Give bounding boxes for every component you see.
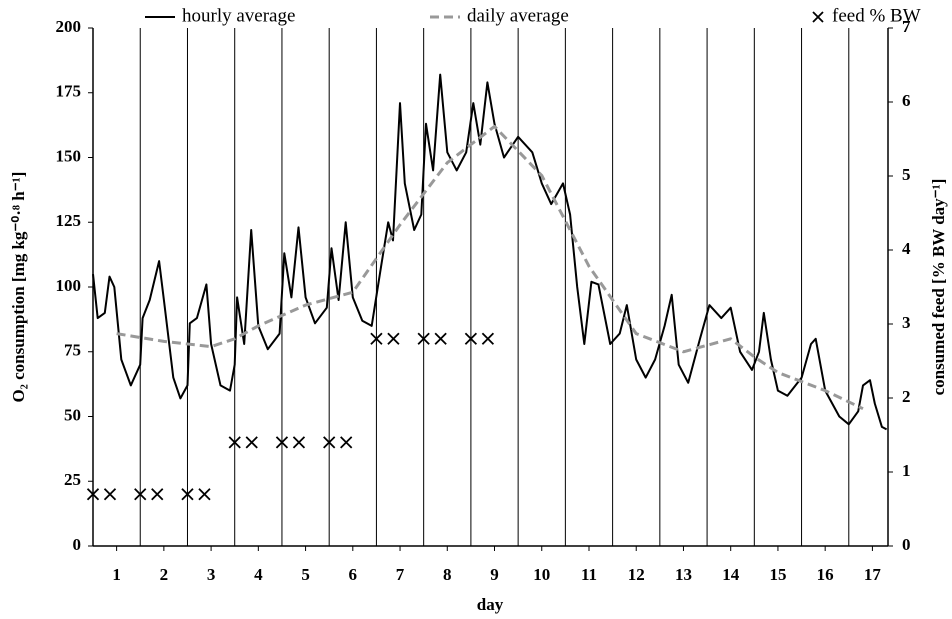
legend-marker bbox=[812, 11, 824, 23]
y-tick-label: 100 bbox=[56, 276, 82, 295]
y2-tick-label: 3 bbox=[902, 313, 911, 332]
feed-marker bbox=[417, 332, 430, 345]
feed-marker bbox=[181, 488, 194, 501]
y-tick-label: 175 bbox=[56, 82, 82, 101]
x-tick-label: 4 bbox=[254, 565, 263, 584]
x-tick-label: 2 bbox=[160, 565, 169, 584]
series-line bbox=[92, 73, 888, 431]
series-line bbox=[116, 124, 864, 411]
feed-marker bbox=[228, 436, 241, 449]
y2-tick-label: 7 bbox=[902, 17, 911, 36]
feed-marker bbox=[464, 332, 478, 345]
feed-marker bbox=[434, 332, 447, 345]
x-tick-label: 3 bbox=[207, 565, 216, 584]
x-axis-label: day bbox=[477, 595, 504, 614]
feed-marker bbox=[198, 488, 211, 501]
feed-marker bbox=[481, 332, 495, 345]
x-tick-label: 1 bbox=[112, 565, 121, 584]
feed-marker bbox=[340, 436, 353, 449]
x-tick-label: 16 bbox=[817, 565, 834, 584]
x-tick-label: 12 bbox=[628, 565, 645, 584]
feed-marker bbox=[151, 488, 164, 501]
y2-tick-label: 0 bbox=[902, 535, 911, 554]
x-tick-label: 14 bbox=[722, 565, 740, 584]
x-tick-label: 7 bbox=[396, 565, 405, 584]
x-tick-label: 8 bbox=[443, 565, 452, 584]
y-axis-label: O₂ consumption [mg kg⁻⁰·⁸ h⁻¹] bbox=[9, 172, 28, 403]
y-tick-label: 150 bbox=[56, 146, 82, 165]
y-tick-label: 25 bbox=[64, 470, 81, 489]
y-tick-label: 0 bbox=[73, 535, 82, 554]
x-tick-label: 13 bbox=[675, 565, 692, 584]
y2-axis-label: consumed feed [% BW day⁻¹] bbox=[929, 179, 948, 396]
feed-marker bbox=[86, 488, 100, 501]
legend-label: hourly average bbox=[182, 5, 295, 26]
y-tick-label: 125 bbox=[56, 211, 82, 230]
feed-marker bbox=[370, 332, 383, 345]
x-tick-label: 11 bbox=[581, 565, 597, 584]
feed-marker bbox=[275, 436, 289, 449]
legend-label: feed % BW bbox=[832, 5, 921, 26]
x-tick-label: 10 bbox=[533, 565, 550, 584]
x-tick-label: 5 bbox=[301, 565, 310, 584]
x-tick-label: 17 bbox=[864, 565, 882, 584]
feed-marker bbox=[103, 488, 117, 501]
y2-tick-label: 6 bbox=[902, 91, 911, 110]
y2-tick-label: 4 bbox=[902, 239, 911, 258]
feed-marker bbox=[134, 488, 147, 501]
feed-marker bbox=[323, 436, 336, 449]
feed-marker bbox=[292, 436, 306, 449]
x-tick-label: 6 bbox=[349, 565, 358, 584]
x-tick-label: 9 bbox=[490, 565, 499, 584]
x-tick-label: 15 bbox=[769, 565, 786, 584]
legend-label: daily average bbox=[467, 5, 569, 26]
feed-marker bbox=[387, 332, 400, 345]
y2-tick-label: 5 bbox=[902, 165, 911, 184]
y-tick-label: 200 bbox=[56, 17, 82, 36]
y2-tick-label: 2 bbox=[902, 387, 911, 406]
y2-tick-label: 1 bbox=[902, 461, 911, 480]
y-tick-label: 50 bbox=[64, 405, 81, 424]
y-tick-label: 75 bbox=[64, 341, 81, 360]
feed-marker bbox=[245, 436, 258, 449]
